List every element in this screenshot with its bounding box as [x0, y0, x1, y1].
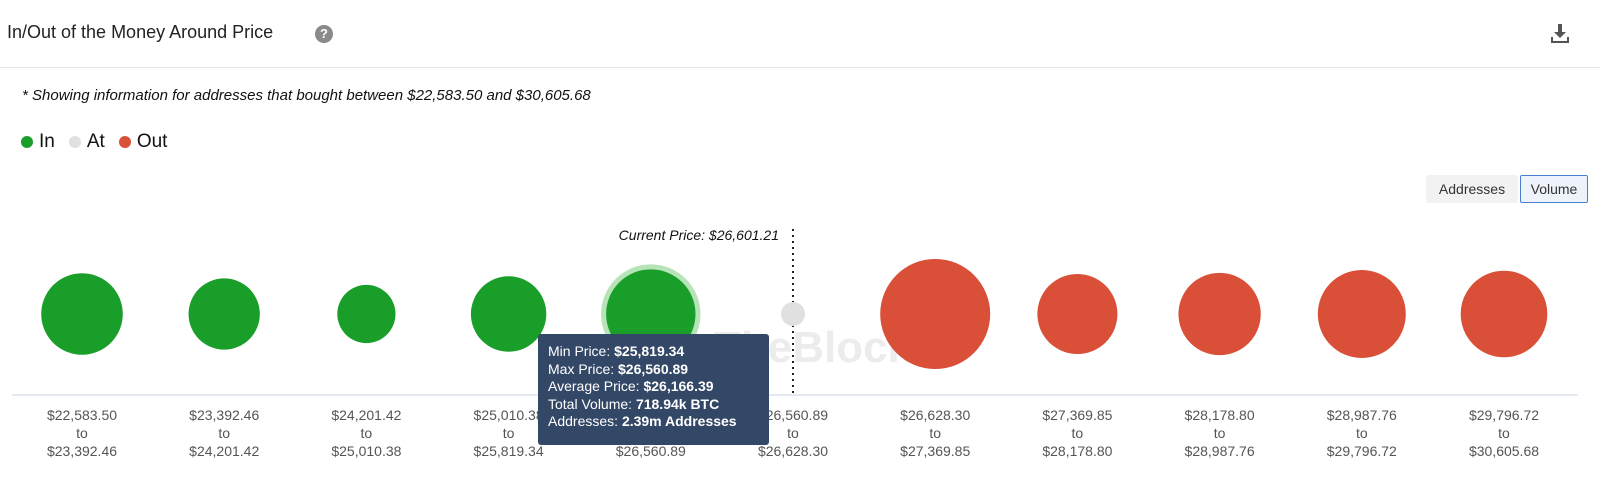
x-tick-to-9: $29,796.72 [1327, 443, 1397, 459]
volume-toggle-button[interactable]: Volume [1520, 175, 1588, 203]
range-note: * Showing information for addresses that… [22, 87, 591, 104]
bubble-in-0 [41, 273, 123, 355]
tooltip-total-volume: Total Volume: 718.94k BTC [548, 395, 720, 412]
x-tick-from-2: $24,201.42 [331, 407, 401, 423]
x-tick-to-1: $24,201.42 [189, 443, 259, 459]
x-tick-to-10: $30,605.68 [1469, 443, 1539, 459]
x-tick-to-word-9: to [1356, 425, 1368, 441]
bubble-out-8 [1178, 272, 1261, 356]
x-tick-to-2: $25,010.38 [331, 443, 401, 459]
x-tick-from-3: $25,010.38 [474, 407, 544, 423]
bubble-out-9 [1317, 270, 1406, 358]
x-tick-from-9: $28,987.76 [1327, 407, 1397, 423]
legend-dot-in [21, 136, 33, 148]
bubble-tooltip: Min Price: $25,819.34 Max Price: $26,560… [538, 334, 769, 445]
bubble-in-2 [337, 284, 396, 344]
bubble-out-10 [1460, 270, 1548, 358]
x-tick-from-8: $28,178.80 [1185, 407, 1255, 423]
x-tick-to-word-0: to [76, 425, 88, 441]
page-title: In/Out of the Money Around Price [7, 22, 274, 42]
x-tick-to-word-1: to [218, 425, 230, 441]
legend-item-out[interactable]: Out [118, 131, 168, 153]
download-icon[interactable] [1548, 22, 1572, 46]
tooltip-max-price: Max Price: $26,560.89 [548, 360, 689, 377]
legend-dot-out [118, 136, 131, 148]
bubble-at-5 [781, 302, 805, 326]
x-tick-to-word-5: to [787, 425, 799, 441]
x-tick-to-6: $27,369.85 [900, 443, 970, 459]
x-tick-from-0: $22,583.50 [47, 407, 117, 423]
x-tick-to-word-3: to [503, 425, 515, 441]
tooltip-addresses: Addresses: 2.39m Addresses [548, 413, 737, 429]
x-tick-from-10: $29,796.72 [1469, 407, 1539, 423]
x-tick-to-4: $26,560.89 [616, 443, 686, 459]
legend-dot-at [68, 136, 81, 148]
x-tick-to-word-8: to [1214, 425, 1226, 441]
tooltip-min-price: Min Price: $25,819.34 [548, 343, 685, 359]
tooltip-average-price: Average Price: $26,166.39 [548, 378, 714, 394]
current-price-label: Current Price: $26,601.21 [619, 227, 779, 243]
x-tick-to-0: $23,392.46 [47, 443, 117, 459]
bubble-in-3 [470, 276, 547, 352]
x-tick-to-5: $26,628.30 [758, 443, 828, 459]
legend-label-in: In [39, 131, 55, 152]
bubble-out-7 [1037, 273, 1118, 355]
x-tick-from-5: $26,560.89 [758, 407, 828, 423]
addresses-toggle-button[interactable]: Addresses [1426, 175, 1518, 203]
x-tick-to-word-7: to [1072, 425, 1084, 441]
help-icon[interactable]: ? [315, 25, 333, 43]
x-tick-to-3: $25,819.34 [474, 443, 544, 459]
bubble-in-1 [188, 278, 260, 350]
x-tick-to-word-2: to [361, 425, 373, 441]
legend-item-at[interactable]: At [68, 131, 105, 153]
x-tick-from-7: $27,369.85 [1042, 407, 1112, 423]
x-tick-to-8: $28,987.76 [1185, 443, 1255, 459]
legend-label-out: Out [136, 131, 168, 152]
x-tick-from-1: $23,392.46 [189, 407, 259, 423]
x-tick-from-6: $26,628.30 [900, 407, 970, 423]
bubble-out-6 [880, 259, 991, 369]
x-tick-to-word-6: to [929, 425, 941, 441]
legend: In At Out [21, 131, 181, 153]
x-tick-to-word-10: to [1498, 425, 1510, 441]
chart-header: In/Out of the Money Around Price ? [0, 0, 1600, 68]
legend-label-at: At [86, 131, 105, 152]
legend-item-in[interactable]: In [21, 131, 55, 153]
x-tick-to-7: $28,178.80 [1042, 443, 1112, 459]
